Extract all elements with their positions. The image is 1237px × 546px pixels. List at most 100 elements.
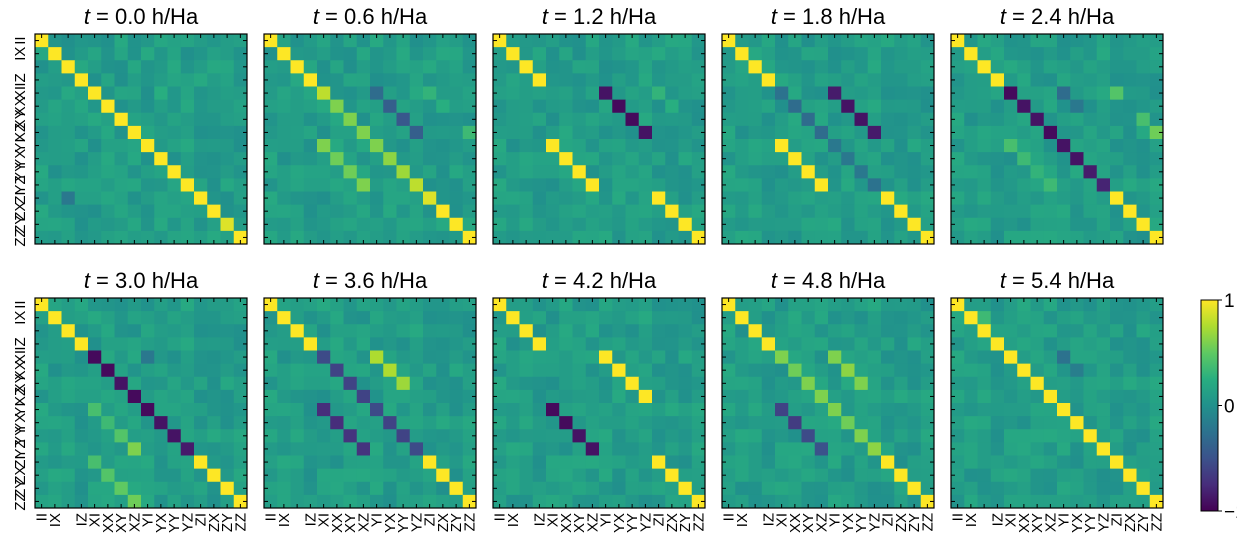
heatmap-cell [1149,178,1164,192]
panel-frame [950,297,1164,509]
heatmap-cell [735,455,749,470]
heatmap-cell [1136,442,1151,456]
heatmap-cell [559,34,573,48]
heatmap-cell [841,363,855,378]
heatmap-cell [559,429,573,443]
heatmap-cell [88,178,102,192]
heatmap-cell [1123,324,1137,338]
heatmap-cell [1070,178,1084,192]
heatmap-cell [290,455,305,470]
heatmap-cell [303,455,318,470]
heatmap-cell [1017,86,1031,101]
heatmap-cell [788,455,802,470]
heatmap-cell [881,416,895,430]
heatmap-cell [951,152,965,166]
heatmap-cell [114,481,129,496]
heatmap-cell [154,165,168,179]
x-tick-label: YI [827,513,844,527]
heatmap-cell [559,112,573,127]
heatmap-cell [1136,217,1151,232]
heatmap-cell [652,204,666,219]
heatmap-cell [462,468,477,483]
heatmap-cell [585,230,600,245]
heatmap-cell [220,230,235,245]
heatmap-cell [519,311,534,325]
heatmap-cell [141,494,155,509]
y-tick-label: XX [12,96,29,116]
heatmap-cell [396,86,411,101]
heatmap-cell [572,403,587,417]
heatmap-cell [964,455,978,470]
heatmap-cell [977,389,992,404]
heatmap-cell [638,60,653,74]
x-tick-label: XY [1029,513,1046,533]
heatmap-cell [814,217,829,232]
heatmap-cell [735,468,749,483]
x-tick-label: ZY [677,513,694,532]
y-tick-label: XI [12,86,29,100]
heatmap-cell [761,34,776,48]
heatmap-cell [436,442,450,456]
heatmap-cell [114,311,129,325]
y-tick-label: YI [12,402,29,416]
heatmap-cell [330,494,344,509]
heatmap-cell [88,152,102,166]
heatmap-cell [841,217,855,232]
heatmap-cell [127,416,142,430]
heatmap-cell [828,152,842,166]
heatmap-cell [154,152,168,166]
heatmap-cell [1004,455,1018,470]
x-tick-label: IX [505,513,522,527]
heatmap-cell [920,152,935,166]
heatmap-cell [462,47,477,61]
heatmap-cell [74,494,89,509]
heatmap-cell [841,178,855,192]
heatmap-cell [141,324,155,338]
heatmap-cell [1123,416,1137,430]
heatmap-cell [88,442,102,456]
heatmap-cell [343,165,358,179]
heatmap-cell [449,311,464,325]
heatmap-cell [114,204,129,219]
heatmap-cell [1149,429,1164,443]
heatmap-cell [1070,86,1084,101]
heatmap-cell [290,230,305,245]
heatmap-cell [35,350,49,365]
heatmap-cell [638,112,653,127]
heatmap-cell [506,112,520,127]
heatmap-cell [303,34,318,48]
heatmap-cell [396,324,411,338]
heatmap-cell [599,403,613,417]
heatmap-cell [678,481,693,496]
heatmap-cell [277,47,291,61]
heatmap-cell [356,191,371,206]
heatmap-cell [167,230,182,245]
heatmap-cell [1070,230,1084,245]
heatmap-cell [951,165,965,179]
y-tick-label: YX [12,149,29,169]
heatmap-cell [775,165,789,179]
heatmap-cell [1017,363,1031,378]
heatmap-cell [1083,99,1098,114]
heatmap-cell [436,73,450,87]
x-tick-label: XI [774,513,791,527]
heatmap-cell [990,217,1005,232]
heatmap-cell [652,298,666,312]
heatmap-cell [436,60,450,74]
heatmap-cell [290,389,305,404]
heatmap-cell [167,178,182,192]
heatmap-panel-2: t = 0.6 h/Ha [263,4,477,245]
heatmap-cell [691,455,706,470]
heatmap-cell [1004,429,1018,443]
heatmap-cell [652,47,666,61]
heatmap-cell [665,112,679,127]
heatmap-cell [1136,350,1151,365]
heatmap-cell [1083,178,1098,192]
heatmap-cell [881,139,895,153]
heatmap-cell [88,217,102,232]
heatmap-cell [180,337,195,351]
heatmap-cell [920,324,935,338]
heatmap-cell [814,350,829,365]
heatmap-cell [920,99,935,114]
heatmap-cell [409,165,424,179]
